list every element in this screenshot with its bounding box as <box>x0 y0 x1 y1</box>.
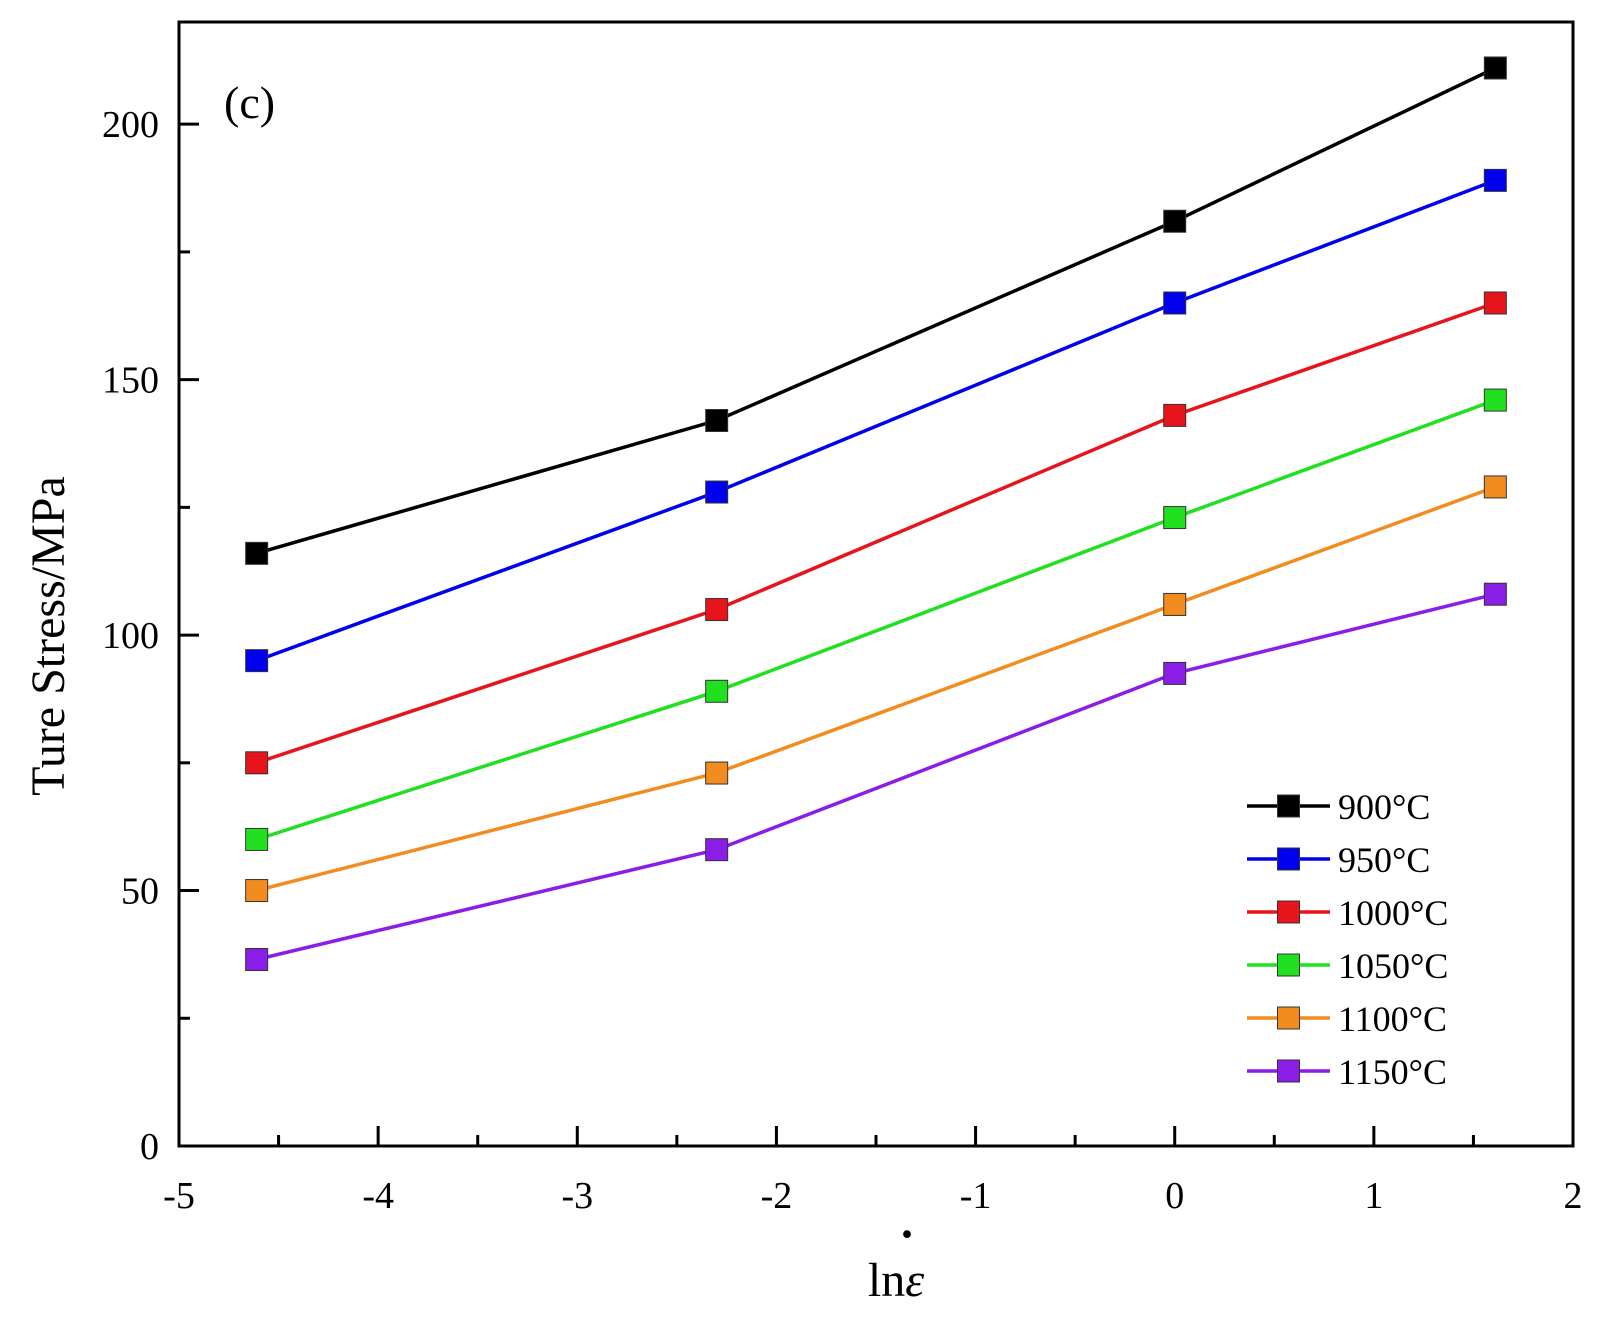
x-tick-label: -2 <box>761 1175 793 1217</box>
x-tick-label: -4 <box>362 1175 394 1217</box>
x-axis-title-prefix: ln <box>868 1254 905 1307</box>
data-point <box>1483 168 1507 192</box>
data-point <box>1483 56 1507 80</box>
x-tick-label: -1 <box>960 1175 992 1217</box>
x-axis-title: lnε <box>868 1254 924 1307</box>
y-tick-label: 50 <box>121 871 159 913</box>
y-tick-label: 200 <box>102 104 159 146</box>
legend-marker <box>1277 1006 1300 1030</box>
series-5 <box>245 582 1507 972</box>
legend-label: 900°C <box>1338 787 1430 827</box>
data-point <box>245 751 269 775</box>
data-point <box>245 649 269 673</box>
legend-item: 1100°C <box>1247 999 1447 1039</box>
data-point <box>705 838 729 862</box>
legend-label: 1100°C <box>1338 999 1447 1039</box>
x-tick-label: 2 <box>1564 1175 1583 1217</box>
x-tick-label: -5 <box>163 1175 195 1217</box>
data-point <box>705 480 729 504</box>
data-point <box>245 948 269 972</box>
y-tick-label: 100 <box>102 615 159 657</box>
legend-marker <box>1277 794 1300 818</box>
legend-item: 900°C <box>1247 787 1430 827</box>
data-point <box>705 598 729 622</box>
data-point <box>1163 661 1187 685</box>
series-0 <box>245 56 1507 565</box>
data-point <box>1483 582 1507 606</box>
series-group <box>245 56 1507 972</box>
legend-marker <box>1277 1059 1300 1083</box>
legend-item: 950°C <box>1247 840 1430 880</box>
legend-label: 950°C <box>1338 840 1430 880</box>
panel-label: (c) <box>224 77 275 128</box>
data-point <box>705 761 729 785</box>
data-point <box>245 827 269 851</box>
legend-marker <box>1277 847 1300 871</box>
data-point <box>705 409 729 433</box>
series-3 <box>245 388 1507 851</box>
data-point <box>1163 403 1187 427</box>
x-tick-label: -3 <box>561 1175 593 1217</box>
data-point <box>1163 209 1187 233</box>
series-line <box>256 178 1496 663</box>
y-axis-title: Ture Stress/MPa <box>22 476 75 796</box>
series-4 <box>245 475 1507 903</box>
data-point <box>705 679 729 703</box>
data-point <box>1483 291 1507 315</box>
data-point <box>1483 388 1507 412</box>
y-tick-label: 150 <box>102 360 159 402</box>
series-2 <box>245 291 1507 775</box>
axis-ticks: -5 -4 -3 -2 -1 0 1 2 0 50 100 150 200 <box>102 104 1583 1217</box>
data-point <box>1163 506 1187 530</box>
series-line <box>256 485 1496 893</box>
data-point <box>1163 592 1187 616</box>
legend-marker <box>1277 953 1300 977</box>
series-line <box>256 592 1496 962</box>
data-point <box>1163 291 1187 315</box>
series-line <box>256 398 1496 842</box>
data-point <box>245 879 269 903</box>
data-point <box>245 541 269 565</box>
x-tick-label: 0 <box>1165 1175 1184 1217</box>
legend-item: 1150°C <box>1247 1052 1447 1092</box>
series-line <box>256 66 1497 555</box>
legend-item: 1000°C <box>1247 893 1448 933</box>
legend-label: 1150°C <box>1338 1052 1447 1092</box>
x-axis-title-dot: · <box>899 1208 915 1261</box>
series-1 <box>245 168 1507 673</box>
x-axis-title-symbol: ε <box>905 1254 924 1307</box>
series-line <box>256 301 1496 765</box>
legend: 900°C 950°C 1000°C 1050°C 1100°C 1150°C <box>1247 787 1448 1092</box>
legend-marker <box>1277 900 1300 924</box>
x-tick-label: 1 <box>1364 1175 1383 1217</box>
legend-label: 1000°C <box>1338 893 1448 933</box>
legend-label: 1050°C <box>1338 946 1448 986</box>
legend-item: 1050°C <box>1247 946 1448 986</box>
data-point <box>1483 475 1507 499</box>
y-tick-label: 0 <box>140 1126 159 1168</box>
